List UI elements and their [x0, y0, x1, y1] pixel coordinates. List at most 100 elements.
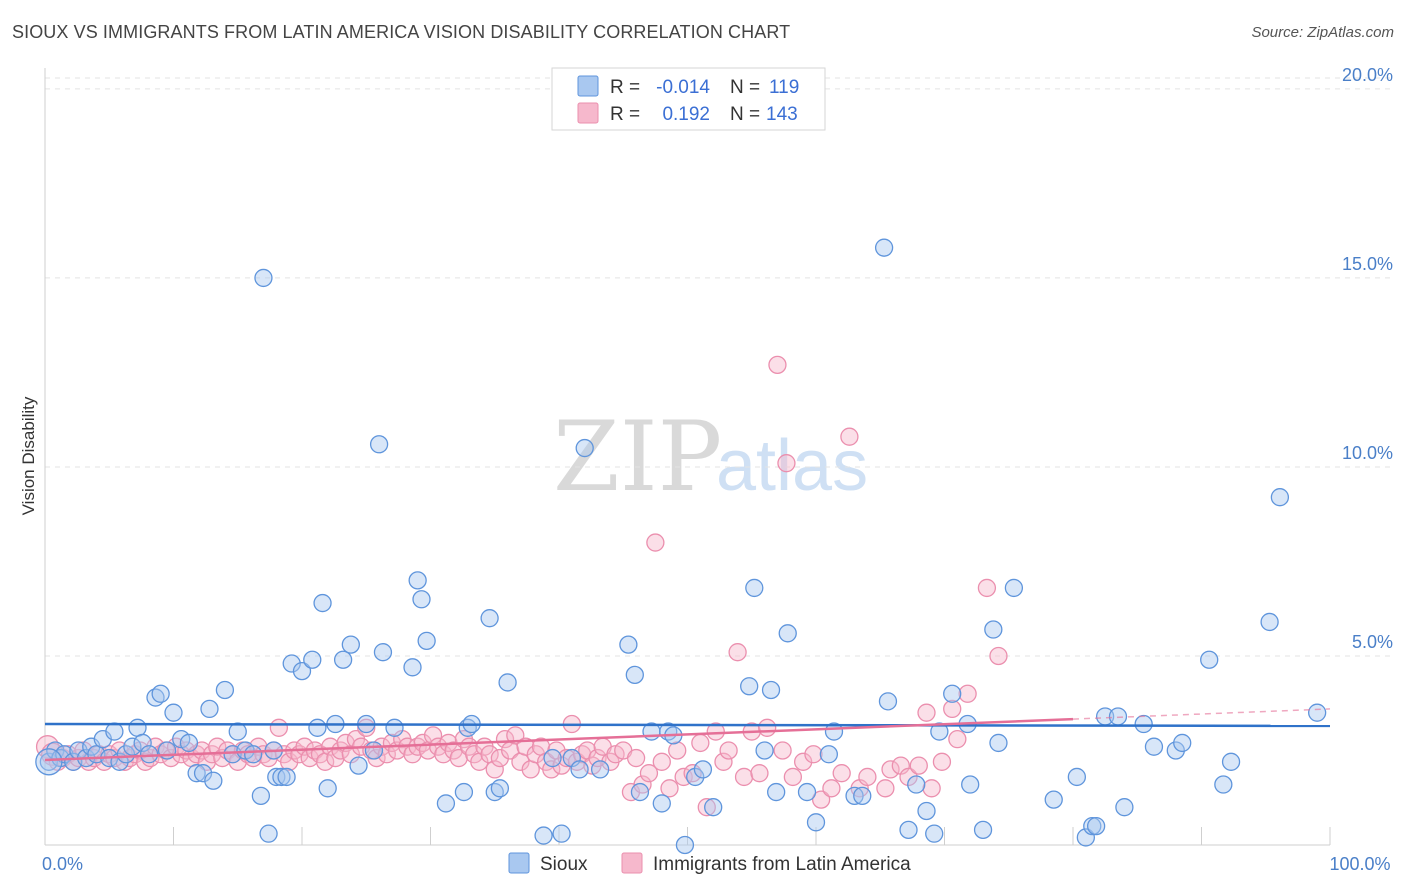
sioux-point [454, 782, 474, 802]
sioux-point [164, 703, 183, 722]
sioux-point [899, 820, 918, 840]
sioux-point [1067, 767, 1087, 787]
sioux-point [267, 767, 286, 787]
latin-point [750, 764, 769, 783]
latin-point [626, 748, 646, 768]
y-tick-label: 15.0% [1342, 254, 1393, 274]
latin-point [832, 764, 851, 783]
sioux-point [333, 650, 353, 669]
sioux-point [853, 786, 872, 806]
sioux-point [1270, 488, 1290, 507]
sioux-point [128, 718, 147, 737]
latin-point [728, 643, 747, 662]
x-tick-label: 100.0% [1329, 854, 1390, 874]
sioux-point [369, 435, 389, 454]
sioux-point [806, 813, 826, 832]
y-tick-label: 20.0% [1342, 65, 1393, 85]
sioux-point [1004, 578, 1024, 598]
sioux-point [1173, 733, 1192, 753]
sioux-point [39, 752, 59, 771]
sioux-point [349, 756, 368, 775]
sioux-point [1144, 737, 1164, 756]
latin-point [768, 355, 787, 375]
sioux-point [874, 238, 894, 257]
sioux-point [373, 643, 393, 662]
sioux-point [116, 745, 136, 764]
sioux-point [1115, 798, 1134, 817]
sioux-point [778, 624, 797, 643]
sioux-point [1166, 741, 1185, 760]
legend-n-value-2: 143 [766, 104, 798, 125]
sioux-point [1200, 650, 1219, 669]
sioux-point [408, 571, 427, 590]
sioux-point [282, 654, 301, 673]
sioux-point [930, 722, 949, 741]
latin-point [840, 427, 859, 446]
sioux-point [761, 680, 781, 700]
sioux-point [490, 779, 510, 798]
sioux-point [385, 718, 404, 737]
axes [44, 68, 1331, 846]
sioux-point [693, 760, 713, 779]
latin-point [758, 718, 777, 737]
sioux-point [1108, 707, 1128, 726]
sioux-point [417, 631, 436, 651]
sioux-point [575, 438, 594, 458]
sioux-point [1308, 703, 1327, 722]
sioux-point [313, 593, 332, 613]
latin-point [932, 752, 952, 771]
sioux-point [403, 658, 422, 677]
sioux-point [943, 684, 962, 703]
latin-point [948, 729, 967, 749]
x-tick-label: 0.0% [42, 854, 83, 874]
legend-latin-label: Immigrants from Latin America [653, 854, 911, 875]
tick-labels: 5.0% 10.0% 15.0% 20.0% 0.0% 100.0% [42, 65, 1393, 874]
sioux-point [625, 665, 644, 685]
latin-point [909, 756, 928, 775]
sioux-point [767, 782, 786, 802]
sioux-point [1221, 752, 1241, 771]
page-title: SIOUX VS IMMIGRANTS FROM LATIN AMERICA V… [12, 22, 791, 42]
sioux-point [259, 824, 278, 843]
sioux-point [364, 741, 384, 760]
legend-r-value-2: 0.192 [662, 104, 710, 125]
sioux-point [907, 775, 926, 794]
sioux-point [917, 801, 936, 821]
sioux-point [1260, 612, 1279, 632]
latin-point [876, 779, 895, 798]
sioux-point [740, 677, 759, 696]
sioux-point [619, 635, 638, 654]
watermark-zip: ZIP [553, 401, 722, 513]
sioux-point [308, 718, 327, 737]
sioux-point [200, 699, 219, 719]
sioux-point [480, 609, 499, 628]
sioux-point [254, 268, 273, 288]
latin-trend-line [44, 717, 1074, 762]
sioux-point [973, 820, 993, 840]
latin-swatch [577, 102, 599, 124]
y-axis-title: Vision Disability [19, 396, 38, 515]
latin-point [804, 745, 823, 764]
watermark-atlas: atlas [716, 426, 868, 506]
sioux-point [215, 680, 235, 700]
sioux-point [292, 661, 312, 681]
latin-point [485, 760, 504, 779]
y-tick-label: 5.0% [1352, 632, 1393, 652]
sioux-point [570, 760, 589, 779]
sioux-point [552, 824, 571, 843]
sioux-trend-line [44, 722, 1331, 728]
latin-point [822, 779, 841, 798]
latin-point [269, 718, 289, 737]
latin-point [521, 760, 540, 779]
y-tick-label: 10.0% [1342, 443, 1393, 463]
sioux-point [1083, 816, 1102, 836]
latin-point [691, 733, 710, 753]
correlation-legend: R = -0.014 N = 119 R = 0.192 N = 143 [551, 67, 826, 131]
sioux-point [251, 786, 271, 806]
legend-sioux-label: Sioux [540, 854, 588, 875]
sioux-point [151, 684, 170, 703]
sioux-point [652, 794, 671, 813]
sioux-point [436, 794, 456, 813]
latin-point [734, 767, 754, 787]
